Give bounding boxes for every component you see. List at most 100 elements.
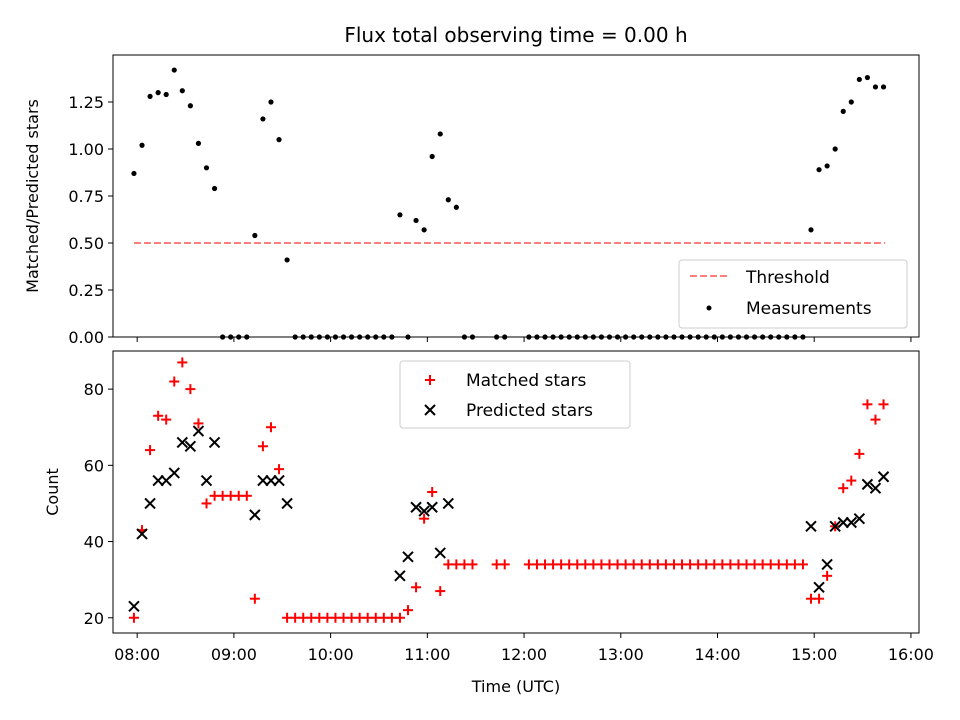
cross-b: [273, 474, 285, 487]
matched-star-point: [427, 487, 438, 497]
matched-star-point: [201, 498, 212, 509]
x-tick-label: 09:00: [211, 645, 257, 664]
measurement-point: [840, 108, 846, 114]
measurement-point: [429, 153, 435, 160]
measurement-point: [816, 167, 822, 173]
x-tick-label: 13:00: [598, 645, 644, 664]
measurement-point: [824, 163, 830, 169]
top-plot-frame: [112, 54, 920, 338]
cross-b: [424, 404, 436, 416]
predicted-star-point: [434, 547, 446, 559]
x-tick-label: 10:00: [308, 645, 354, 664]
top-y-tick-label: 1.25: [68, 93, 104, 112]
bottom-y-tick-label: 40: [84, 533, 104, 552]
measurement-point: [284, 257, 290, 263]
cross-b: [144, 497, 156, 510]
cross-b: [410, 501, 422, 513]
predicted-star-point: [813, 581, 825, 593]
predicted-star-point: [821, 558, 833, 571]
matched-star-point: [870, 414, 881, 425]
predicted-star-point: [442, 497, 455, 510]
bottom-plot-frame: [112, 350, 920, 634]
cross-b: [426, 501, 438, 513]
measurement-point: [147, 93, 153, 99]
cross-b: [176, 436, 189, 449]
matched-star-point: [185, 384, 196, 395]
legend-measurements-marker: [706, 305, 712, 311]
measurement-point: [171, 67, 177, 73]
cross-b: [394, 570, 406, 582]
measurement-point: [179, 88, 185, 94]
bottom-y-tick-label: 60: [84, 456, 104, 475]
measurement-point: [252, 232, 258, 239]
bottom-y-ticks: 20 40 60 80: [84, 380, 113, 628]
measurement-point: [268, 99, 274, 105]
top-legend-box: [678, 259, 908, 329]
bottom-legend: Matched stars Predicted stars: [399, 360, 631, 429]
legend-matched-label: Matched stars: [466, 371, 586, 391]
cross-b: [281, 497, 293, 510]
cross-b: [184, 440, 197, 452]
top-y-tick-label: 0.00: [68, 328, 104, 347]
matched-star-point: [467, 559, 478, 570]
top-panel: Flux total observing time = 0.00 h Match…: [23, 23, 920, 347]
predicted-star-point: [168, 467, 180, 479]
measurement-point: [856, 76, 862, 83]
matched-star-point: [161, 414, 172, 425]
legend-predicted-label: Predicted stars: [466, 401, 593, 421]
cross-b: [418, 505, 430, 517]
bottom-y-tick-label: 80: [84, 380, 104, 399]
cross-b: [136, 528, 148, 540]
predicted-star-point: [273, 474, 285, 487]
predicted-star-point: [192, 425, 205, 437]
matched-star-point: [193, 418, 204, 429]
cross-b: [200, 474, 213, 487]
bottom-panel: Time (UTC) Count 20 40 60 80 08:00 09:00 10:0…: [43, 350, 934, 696]
matched-stars-points: [128, 357, 889, 623]
matched-star-point: [274, 464, 285, 475]
matched-star-point: [265, 422, 276, 433]
predicted-star-point: [128, 600, 140, 613]
cross-b: [821, 558, 833, 571]
predicted-star-point: [426, 501, 438, 513]
matched-star-point: [411, 582, 422, 593]
x-tick-label: 08:00: [114, 645, 160, 664]
top-y-tick-label: 0.25: [68, 281, 104, 300]
bottom-y-tick-label: 20: [84, 609, 104, 628]
predicted-star-point: [861, 478, 874, 491]
cross-b: [249, 509, 261, 521]
top-legend: Threshold Measurements: [678, 259, 908, 329]
measurement-point: [848, 99, 854, 105]
x-tick-label: 16:00: [888, 645, 934, 664]
matched-star-point: [838, 483, 849, 494]
measurement-point: [864, 74, 871, 81]
matched-star-point: [257, 441, 268, 452]
cross-b: [845, 516, 858, 529]
top-x-ticks: [136, 337, 912, 342]
cross-b: [192, 425, 205, 437]
matched-star-point: [241, 490, 252, 501]
measurement-point: [437, 131, 443, 137]
cross-b: [442, 497, 455, 510]
matched-star-point: [854, 448, 865, 459]
matched-star-point: [169, 376, 180, 387]
measurement-point: [195, 140, 202, 146]
predicted-star-point: [208, 436, 221, 449]
cross-b: [813, 581, 825, 593]
x-tick-label: 11:00: [404, 645, 450, 664]
cross-b: [402, 551, 414, 563]
predicted-star-point: [184, 440, 197, 452]
measurement-point: [421, 227, 427, 233]
predicted-star-point: [869, 482, 882, 494]
predicted-star-point: [281, 497, 293, 510]
predicted-star-point: [877, 471, 890, 483]
bottom-y-axis-label: Count: [43, 468, 62, 516]
measurement-point: [445, 197, 451, 203]
matched-star-point: [822, 570, 833, 581]
measurement-point: [832, 146, 838, 152]
cross-b: [853, 512, 866, 525]
legend-predicted-marker: [424, 404, 436, 416]
cross-b: [877, 471, 890, 483]
matched-star-point: [128, 612, 139, 623]
